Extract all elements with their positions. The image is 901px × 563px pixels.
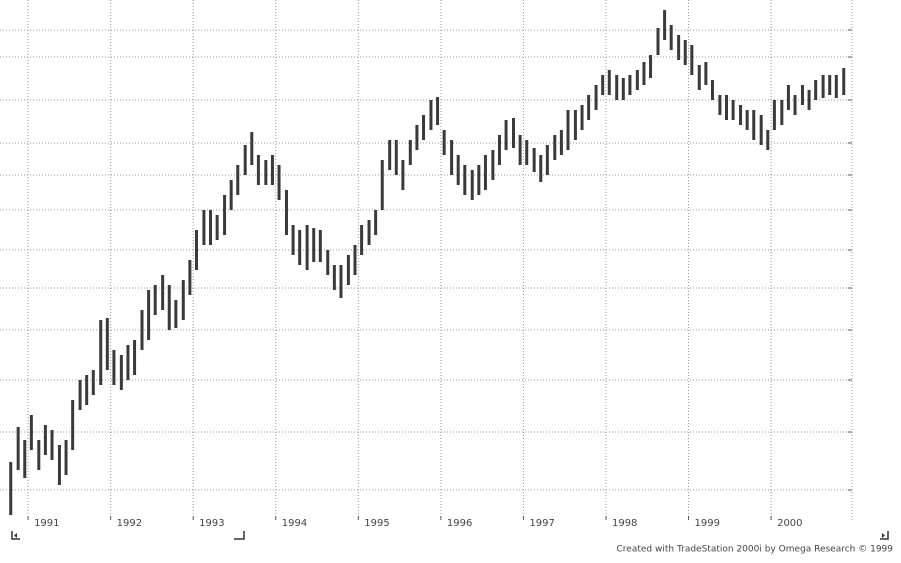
x-tick-label: 1993 xyxy=(199,518,224,529)
x-tick-label: 1995 xyxy=(364,518,389,529)
x-tick-label: 1991 xyxy=(34,518,59,529)
scroll-controls[interactable] xyxy=(11,531,889,540)
x-tick-label: 2000 xyxy=(777,518,802,529)
footer: Created with TradeStation 2000i by Omega… xyxy=(617,545,894,555)
x-tick-label: 1994 xyxy=(282,518,307,529)
x-tick-label: 1997 xyxy=(529,518,554,529)
x-tick-label: 1992 xyxy=(117,518,142,529)
x-tick-label: 1998 xyxy=(612,518,637,529)
x-tick-label: 1999 xyxy=(695,518,720,529)
x-tick-label: 1996 xyxy=(447,518,472,529)
